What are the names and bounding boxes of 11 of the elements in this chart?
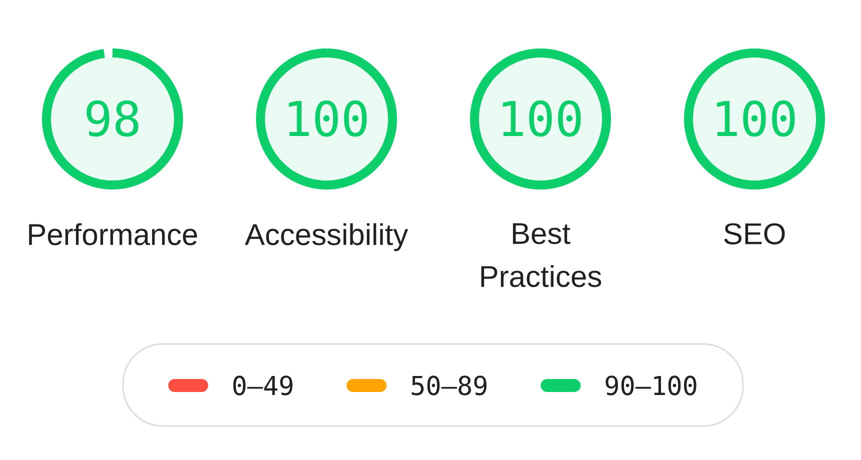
data-label: 100: [288, 100, 367, 137]
legend-label: 0–49: [233, 376, 292, 396]
legend-label: 50–89: [412, 376, 487, 396]
data-label: 100: [716, 100, 795, 137]
category-label: Best Practices: [481, 223, 602, 288]
data-label: 98: [86, 100, 138, 137]
category-label: SEO: [724, 223, 785, 244]
legend-label: 90–100: [606, 376, 696, 396]
category-label: Accessibility: [244, 223, 408, 252]
data-label: 100: [502, 100, 581, 137]
category-label: Performance: [29, 223, 198, 246]
